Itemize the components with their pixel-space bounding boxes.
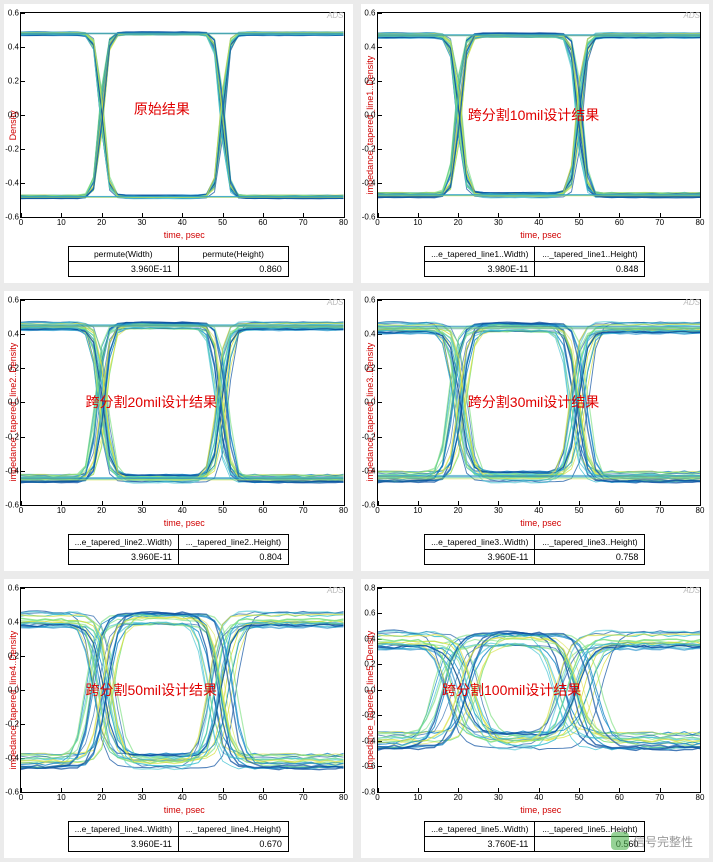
- x-axis-label: time, psec: [20, 805, 349, 817]
- table-header-cell: ...e_tapered_line1..Width): [425, 247, 535, 262]
- eye-diagram: ADS-0.8-0.6-0.4-0.20.00.20.40.60.8010203…: [377, 587, 702, 793]
- table-value-cell: 0.848: [535, 262, 645, 277]
- panel-1: impedance_tapered_line1..DensityADS-0.6-…: [361, 4, 710, 283]
- table-value-cell: 3.960E-11: [68, 549, 178, 564]
- measurement-table: ...e_tapered_line1..Width)..._tapered_li…: [424, 246, 645, 277]
- x-axis-label: time, psec: [377, 518, 706, 530]
- table-header-cell: ...e_tapered_line3..Width): [425, 534, 535, 549]
- eye-diagram: ADS-0.6-0.4-0.20.00.20.40.60102030405060…: [20, 12, 345, 218]
- table-header-cell: permute(Width): [68, 247, 178, 262]
- panel-grid: DensityADS-0.6-0.4-0.20.00.20.40.6010203…: [0, 0, 713, 862]
- table-value-cell: 0.758: [535, 549, 645, 564]
- table-header-cell: ...e_tapered_line2..Width): [68, 534, 178, 549]
- panel-5: impedance_tapered_line5..DensityADS-0.8-…: [361, 579, 710, 858]
- table-header-cell: permute(Height): [178, 247, 288, 262]
- table-value-cell: 0.860: [178, 262, 288, 277]
- measurement-table: ...e_tapered_line5..Width)..._tapered_li…: [424, 821, 645, 852]
- measurement-table: permute(Width)permute(Height)3.960E-110.…: [68, 246, 289, 277]
- table-header-cell: ..._tapered_line5..Height): [535, 822, 645, 837]
- table-header-cell: ..._tapered_line4..Height): [178, 822, 288, 837]
- x-axis-label: time, psec: [377, 230, 706, 242]
- table-value-cell: 0.670: [178, 837, 288, 852]
- table-value-cell: 3.960E-11: [68, 837, 178, 852]
- table-header-cell: ...e_tapered_line5..Width): [425, 822, 535, 837]
- panel-2: impedance_tapered_line2..DensityADS-0.6-…: [4, 291, 353, 570]
- eye-diagram: ADS-0.6-0.4-0.20.00.20.40.60102030405060…: [20, 587, 345, 793]
- table-value-cell: 3.960E-11: [425, 549, 535, 564]
- eye-diagram: ADS-0.6-0.4-0.20.00.20.40.60102030405060…: [377, 299, 702, 505]
- table-header-cell: ..._tapered_line2..Height): [178, 534, 288, 549]
- table-value-cell: 0.560: [535, 837, 645, 852]
- x-axis-label: time, psec: [20, 230, 349, 242]
- eye-diagram: ADS-0.6-0.4-0.20.00.20.40.60102030405060…: [377, 12, 702, 218]
- panel-0: DensityADS-0.6-0.4-0.20.00.20.40.6010203…: [4, 4, 353, 283]
- y-axis-label: impedance_tapered_line5..Density: [365, 583, 377, 817]
- eye-diagram: ADS-0.6-0.4-0.20.00.20.40.60102030405060…: [20, 299, 345, 505]
- x-axis-label: time, psec: [377, 805, 706, 817]
- table-value-cell: 3.960E-11: [68, 262, 178, 277]
- panel-3: impedance_tapered_line3..DensityADS-0.6-…: [361, 291, 710, 570]
- table-header-cell: ..._tapered_line1..Height): [535, 247, 645, 262]
- table-value-cell: 3.760E-11: [425, 837, 535, 852]
- panel-4: impedance_tapered_line4..DensityADS-0.6-…: [4, 579, 353, 858]
- table-header-cell: ..._tapered_line3..Height): [535, 534, 645, 549]
- table-header-cell: ...e_tapered_line4..Width): [68, 822, 178, 837]
- x-axis-label: time, psec: [20, 518, 349, 530]
- measurement-table: ...e_tapered_line4..Width)..._tapered_li…: [68, 821, 289, 852]
- measurement-table: ...e_tapered_line3..Width)..._tapered_li…: [424, 534, 645, 565]
- measurement-table: ...e_tapered_line2..Width)..._tapered_li…: [68, 534, 289, 565]
- table-value-cell: 0.804: [178, 549, 288, 564]
- table-value-cell: 3.980E-11: [425, 262, 535, 277]
